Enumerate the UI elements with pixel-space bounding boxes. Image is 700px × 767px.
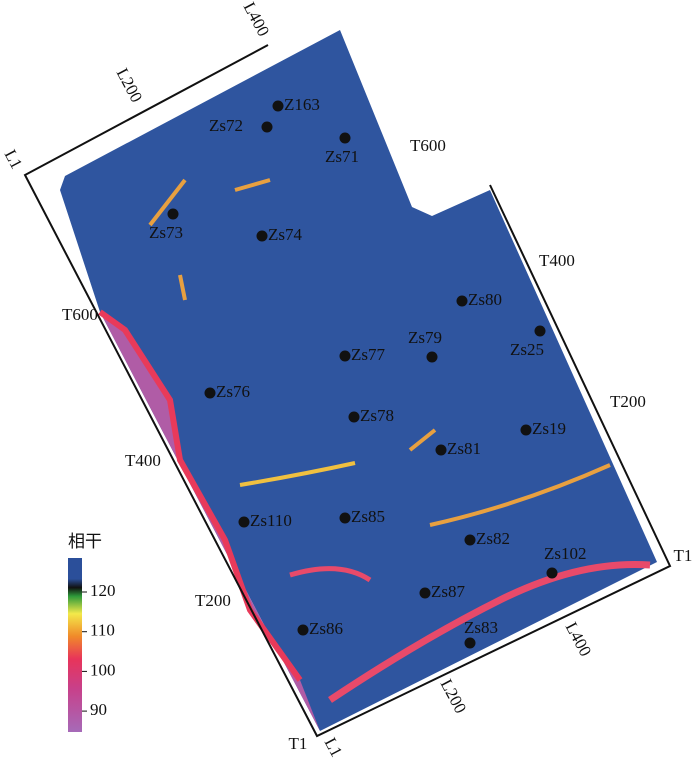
well-label: Zs83	[464, 618, 498, 637]
well-label: Z163	[284, 95, 320, 114]
anomaly	[289, 566, 372, 583]
well-label: Zs79	[408, 328, 442, 347]
axis-label: L1	[1, 146, 27, 172]
well-label: Zs87	[431, 582, 466, 601]
frame	[23, 44, 672, 738]
well-label: Zs86	[309, 619, 343, 638]
well-label: Zs102	[544, 544, 587, 563]
well	[426, 351, 438, 363]
legend-tick-label: 90	[90, 700, 107, 719]
coherence-field	[60, 30, 657, 731]
well	[348, 411, 360, 423]
well	[520, 424, 532, 436]
well	[464, 637, 476, 649]
axis-label: T1	[289, 734, 308, 753]
legend-tick-label: 100	[90, 660, 116, 679]
well	[261, 121, 273, 133]
well-label: Zs80	[468, 290, 502, 309]
well	[297, 624, 309, 636]
legend-title: 相干	[68, 532, 102, 551]
axis-label: T400	[539, 251, 575, 270]
well	[339, 132, 351, 144]
well-label: Zs25	[510, 340, 544, 359]
well	[167, 208, 179, 220]
well-label: Zs19	[532, 419, 566, 438]
well-label: Zs78	[360, 406, 394, 425]
low-coherence-zone	[100, 312, 320, 731]
survey-area	[60, 30, 657, 731]
axis-label: T600	[62, 305, 98, 324]
well	[339, 512, 351, 524]
well-label: Zs72	[209, 116, 243, 135]
well	[256, 230, 268, 242]
well	[546, 567, 558, 579]
axis-label: L200	[113, 65, 147, 106]
well-label: Zs81	[447, 439, 481, 458]
legend-colorbar	[68, 558, 82, 732]
axis-label: L1	[321, 734, 347, 760]
axis-label: L200	[437, 676, 471, 717]
anomaly	[328, 560, 651, 703]
well	[419, 587, 431, 599]
well-label: Zs77	[351, 345, 386, 364]
well-label: Zs110	[250, 511, 292, 530]
anomaly	[429, 463, 611, 527]
axis-label: T1	[674, 546, 693, 565]
axis-label: L400	[562, 619, 596, 660]
axis-label: T400	[125, 451, 161, 470]
well	[238, 516, 250, 528]
well-label: Zs82	[476, 529, 510, 548]
anomaly	[239, 461, 356, 487]
well-label: Zs76	[216, 382, 250, 401]
axis-label: L400	[240, 0, 274, 40]
well	[435, 444, 447, 456]
frame-line	[23, 44, 672, 738]
well	[534, 325, 546, 337]
anomaly	[98, 309, 303, 682]
well-label: Zs71	[325, 147, 359, 166]
legend-tick-label: 120	[90, 581, 116, 600]
well	[456, 295, 468, 307]
well	[339, 350, 351, 362]
axis-label: T200	[610, 392, 646, 411]
well-label: Zs73	[149, 223, 183, 242]
well-label: Zs85	[351, 507, 385, 526]
well	[204, 387, 216, 399]
legend-tick-label: 110	[90, 621, 115, 640]
axis-label: T600	[410, 136, 446, 155]
well-label: Zs74	[268, 225, 303, 244]
axis-label: T200	[195, 591, 231, 610]
well	[272, 100, 284, 112]
anomaly	[148, 178, 437, 452]
well	[464, 534, 476, 546]
